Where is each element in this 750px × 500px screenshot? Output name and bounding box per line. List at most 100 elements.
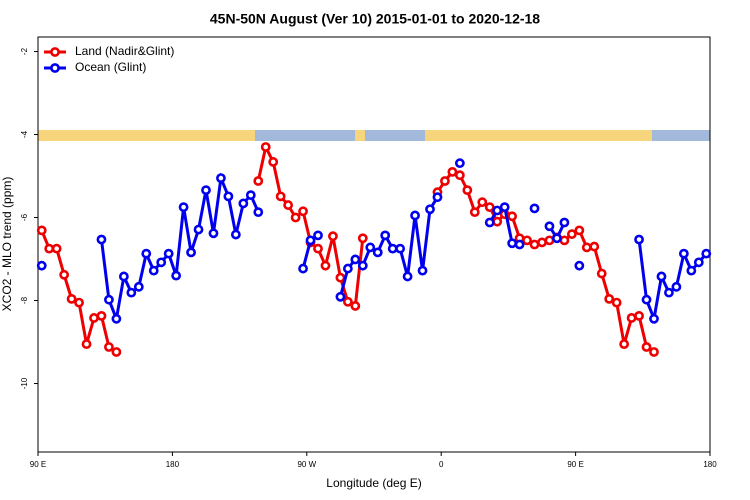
y-tick-label: -4 (20, 130, 29, 138)
point (552, 233, 562, 244)
point (566, 229, 577, 240)
chart-title: 45N-50N August (Ver 10) 2015-01-01 to 20… (210, 11, 540, 27)
point (574, 260, 585, 271)
point (447, 166, 458, 177)
point (507, 211, 518, 222)
point (268, 157, 279, 167)
point (275, 191, 286, 202)
point (604, 293, 615, 304)
point (380, 230, 391, 241)
point (335, 272, 346, 283)
point (469, 207, 480, 218)
point (36, 225, 47, 236)
x-tick-label: 90 E (30, 460, 46, 469)
point (484, 217, 495, 228)
point (313, 243, 323, 254)
point (178, 202, 189, 213)
point (678, 248, 689, 259)
point (454, 158, 465, 169)
point (641, 342, 652, 352)
land-strip (355, 130, 365, 141)
point (208, 228, 219, 239)
point (156, 257, 167, 268)
point (395, 243, 406, 254)
point (111, 313, 122, 324)
y-tick-label: -6 (20, 213, 29, 221)
point (230, 229, 241, 240)
point (686, 265, 697, 276)
point (410, 210, 420, 221)
point (283, 200, 294, 210)
y-tick-label: -8 (20, 296, 29, 304)
point (641, 294, 652, 305)
point (238, 198, 249, 209)
point (298, 206, 308, 217)
point (104, 342, 114, 352)
point (529, 203, 540, 214)
point (611, 297, 622, 308)
point (44, 243, 55, 254)
land-strip (38, 130, 255, 141)
legend-label: Land (Nadir&Glint) (75, 44, 174, 58)
point (581, 242, 592, 253)
point (559, 217, 570, 228)
point (133, 281, 144, 292)
y-tick-label: -2 (20, 47, 29, 55)
point (342, 263, 353, 274)
point (328, 231, 338, 242)
point (492, 216, 503, 227)
point (499, 202, 510, 213)
point (701, 248, 712, 259)
point (649, 313, 659, 324)
x-tick-label: 180 (166, 460, 180, 469)
plot-frame (37, 36, 711, 453)
point (529, 239, 540, 250)
point (305, 235, 316, 246)
point (313, 230, 323, 241)
point (574, 225, 585, 236)
point (537, 237, 547, 248)
point (634, 310, 644, 321)
point (477, 197, 488, 208)
point (253, 207, 264, 218)
point (141, 248, 152, 259)
point (260, 142, 271, 152)
x-tick-label: 90 W (297, 460, 316, 469)
point (111, 347, 122, 357)
y-tick-label: -10 (20, 377, 29, 389)
point (372, 247, 383, 258)
point (454, 170, 465, 181)
legend-label: Ocean (Glint) (75, 60, 146, 74)
point (148, 265, 159, 276)
point (417, 265, 428, 276)
point (66, 293, 77, 304)
point (626, 313, 637, 323)
point (253, 176, 264, 186)
point (104, 294, 114, 305)
ocean-strip (652, 130, 710, 141)
point (693, 257, 704, 268)
y-axis-label: XCO2 - MLO trend (ppm) (0, 177, 14, 312)
point (365, 242, 376, 253)
point (387, 243, 398, 254)
map-strip (38, 130, 710, 141)
point (649, 347, 659, 357)
series-line (40, 142, 655, 354)
point (357, 233, 368, 244)
point (484, 202, 495, 213)
point (596, 268, 607, 279)
point (171, 270, 182, 281)
point (492, 205, 503, 216)
point (193, 224, 204, 235)
point (350, 254, 361, 265)
point (589, 241, 600, 252)
point (89, 313, 99, 323)
point (544, 235, 555, 246)
point (59, 269, 70, 280)
point (298, 263, 308, 274)
point (462, 185, 473, 196)
point (634, 234, 644, 245)
point (81, 339, 92, 349)
point (36, 260, 47, 271)
